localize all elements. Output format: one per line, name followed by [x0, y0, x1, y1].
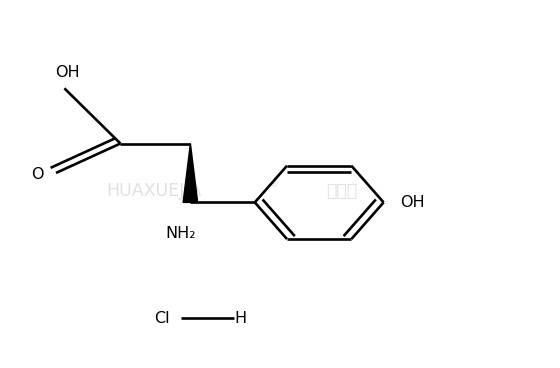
Text: HUAXUEJIA: HUAXUEJIA: [106, 183, 202, 200]
Text: NH₂: NH₂: [165, 226, 195, 241]
Polygon shape: [183, 144, 198, 202]
Text: ®: ®: [270, 181, 279, 190]
Text: OH: OH: [400, 195, 425, 210]
Text: O: O: [31, 167, 44, 182]
Text: OH: OH: [55, 65, 80, 80]
Text: H: H: [235, 311, 247, 326]
Text: Cl: Cl: [155, 311, 170, 326]
Text: 化学加: 化学加: [326, 183, 357, 200]
